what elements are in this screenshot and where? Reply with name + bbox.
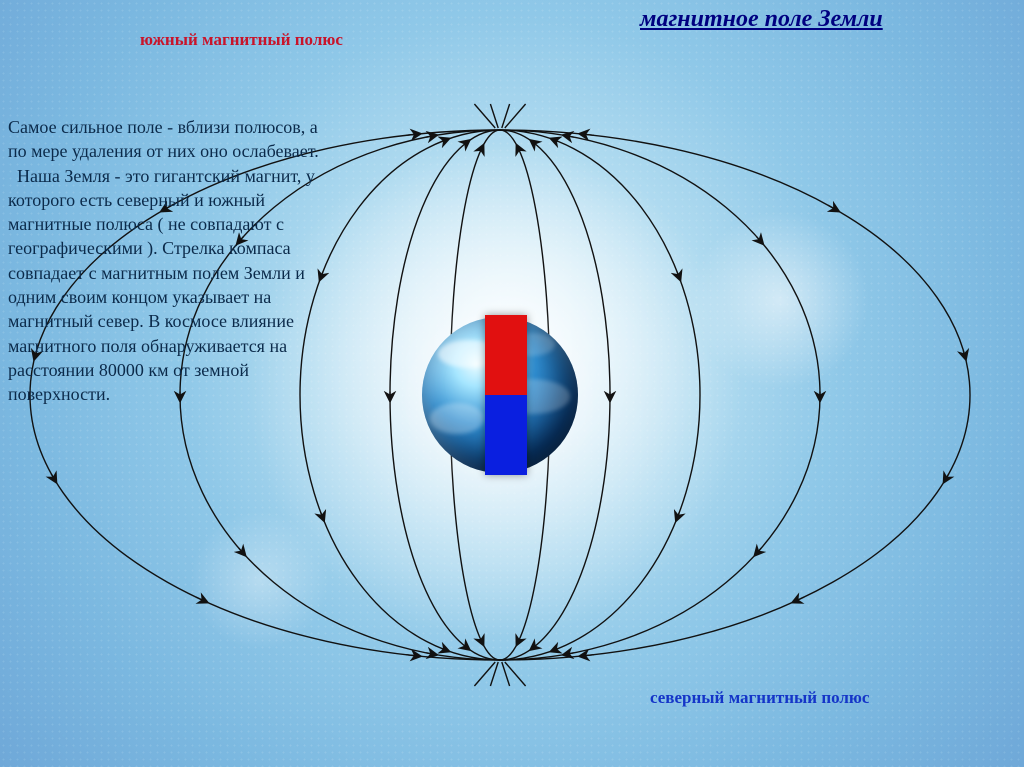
bar-magnet-south-half [485,315,527,395]
north-pole-label: северный магнитный полюс [650,688,869,708]
bar-magnet [485,315,527,475]
south-pole-label: южный магнитный полюс [140,30,343,50]
diagram-title: магнитное поле Земли [640,6,883,33]
explanatory-text: Самое сильное поле - вблизи полюсов, а п… [8,115,338,407]
bar-magnet-north-half [485,395,527,475]
